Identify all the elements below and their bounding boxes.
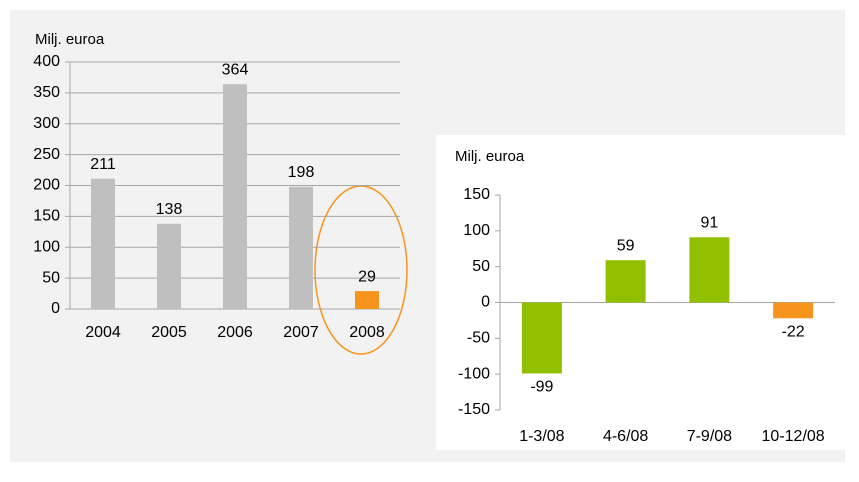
bar bbox=[157, 223, 181, 309]
y-tick-label: -150 bbox=[458, 401, 490, 418]
data-label: 29 bbox=[358, 268, 376, 285]
y-tick-label: 400 bbox=[33, 53, 60, 70]
data-label: 211 bbox=[90, 156, 116, 173]
y-tick-label: 0 bbox=[51, 300, 60, 317]
y-tick-label: 350 bbox=[33, 84, 60, 101]
bar bbox=[521, 302, 562, 374]
y-tick-label: 150 bbox=[463, 186, 490, 203]
bar bbox=[355, 291, 379, 309]
x-tick-label: 2004 bbox=[85, 324, 121, 341]
bar bbox=[605, 260, 646, 303]
y-tick-label: 200 bbox=[33, 177, 60, 194]
y-tick-label: 250 bbox=[33, 146, 60, 163]
data-label: 59 bbox=[617, 237, 635, 254]
x-tick-label: 2008 bbox=[349, 324, 385, 341]
data-label: -22 bbox=[782, 323, 805, 340]
x-tick-label: 10-12/08 bbox=[762, 428, 825, 445]
x-tick-label: 2005 bbox=[151, 324, 187, 341]
data-label: 138 bbox=[156, 201, 183, 218]
bar bbox=[91, 178, 115, 309]
bar bbox=[289, 186, 313, 309]
bar bbox=[773, 302, 814, 319]
bar bbox=[689, 237, 730, 303]
data-label: -99 bbox=[530, 379, 553, 396]
x-tick-label: 4-6/08 bbox=[603, 428, 648, 445]
bar bbox=[223, 84, 247, 309]
x-tick-label: 2006 bbox=[217, 324, 253, 341]
y-axis-label: Milj. euroa bbox=[35, 31, 105, 48]
y-tick-label: 50 bbox=[42, 269, 60, 286]
data-label: 91 bbox=[700, 215, 718, 232]
x-tick-label: 1-3/08 bbox=[519, 428, 564, 445]
data-label: 198 bbox=[288, 164, 315, 181]
y-axis-label: Milj. euroa bbox=[455, 148, 525, 165]
y-tick-label: 150 bbox=[33, 208, 60, 225]
y-tick-label: 100 bbox=[33, 238, 60, 255]
y-tick-label: 0 bbox=[481, 294, 490, 311]
y-tick-label: -50 bbox=[467, 330, 490, 347]
data-label: 364 bbox=[222, 61, 249, 78]
y-tick-label: 100 bbox=[463, 222, 490, 239]
y-tick-label: 50 bbox=[472, 258, 490, 275]
y-tick-label: 300 bbox=[33, 115, 60, 132]
x-tick-label: 2007 bbox=[283, 324, 319, 341]
y-tick-label: -100 bbox=[458, 365, 490, 382]
x-tick-label: 7-9/08 bbox=[687, 428, 732, 445]
